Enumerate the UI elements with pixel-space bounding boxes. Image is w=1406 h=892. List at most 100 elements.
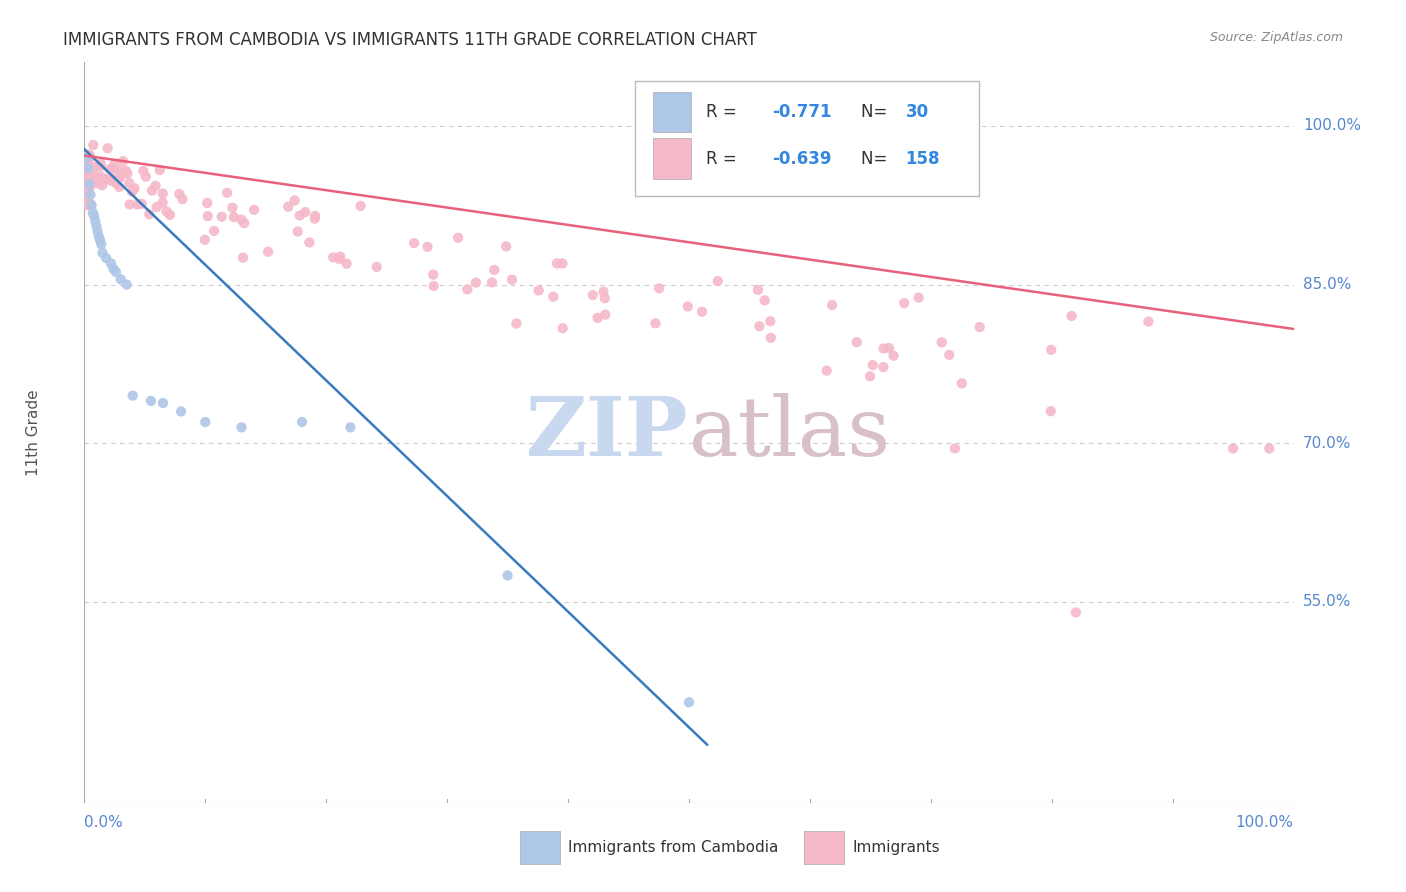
Point (1060, 309, 1083, 323)
Point (304, 211, 326, 226)
Point (233, 216, 256, 230)
Point (108, 180, 131, 194)
Point (194, 415, 217, 429)
Point (82, 169, 104, 183)
Text: Immigrants from Cambodia: Immigrants from Cambodia (568, 839, 779, 855)
Point (859, 369, 882, 384)
Point (90, 237, 112, 252)
Point (690, 304, 713, 318)
Point (76, 198, 98, 212)
Point (75, 155, 97, 169)
Point (676, 300, 699, 314)
Point (291, 415, 314, 429)
Point (907, 291, 929, 305)
Point (141, 184, 163, 198)
Point (76, 173, 98, 187)
Point (706, 274, 728, 288)
Point (464, 276, 486, 290)
Bar (804, 831, 844, 863)
Point (366, 260, 388, 274)
Point (124, 181, 146, 195)
Point (882, 349, 904, 363)
Point (678, 695, 700, 709)
Point (103, 171, 125, 186)
Point (138, 207, 160, 221)
Point (862, 358, 884, 372)
Point (79, 196, 101, 211)
Point (551, 256, 574, 270)
Text: atlas: atlas (689, 392, 891, 473)
Point (221, 201, 243, 215)
Point (349, 199, 371, 213)
Point (79, 152, 101, 166)
Point (304, 209, 326, 223)
Point (586, 310, 609, 325)
Point (501, 273, 523, 287)
Point (231, 212, 253, 227)
Point (84, 160, 107, 174)
Point (231, 420, 253, 434)
Bar (652, 92, 692, 132)
Point (90, 156, 112, 170)
Point (593, 291, 616, 305)
Point (86, 225, 108, 239)
Point (115, 277, 138, 292)
Point (287, 225, 309, 239)
Point (232, 251, 254, 265)
Point (76, 185, 98, 199)
Text: Immigrants: Immigrants (852, 839, 939, 855)
Point (422, 279, 444, 293)
Point (747, 283, 769, 297)
Bar (652, 138, 692, 179)
Point (77, 147, 100, 161)
Text: -0.639: -0.639 (772, 150, 832, 168)
Point (595, 308, 617, 322)
Point (159, 208, 181, 222)
Text: Source: ZipAtlas.com: Source: ZipAtlas.com (1209, 31, 1343, 45)
Text: R =: R = (706, 150, 742, 168)
Point (121, 185, 143, 199)
Point (404, 236, 426, 251)
Text: 11th Grade: 11th Grade (27, 389, 41, 476)
Point (110, 272, 132, 286)
Point (821, 298, 844, 312)
Point (118, 197, 141, 211)
Point (87, 175, 110, 189)
Point (1258, 442, 1281, 456)
Point (96, 172, 118, 186)
Point (121, 389, 143, 403)
Point (527, 284, 550, 298)
Point (115, 164, 138, 178)
Point (950, 376, 973, 391)
Point (103, 161, 125, 176)
Point (211, 210, 233, 224)
Point (943, 442, 966, 456)
Point (484, 263, 506, 277)
Point (76, 194, 98, 209)
Point (98, 162, 121, 177)
Point (969, 320, 991, 334)
Text: N=: N= (860, 103, 893, 121)
Point (339, 420, 361, 434)
Point (298, 235, 321, 250)
Point (1064, 606, 1087, 620)
Point (91, 245, 114, 260)
Point (152, 195, 174, 210)
Point (447, 231, 470, 245)
Point (495, 239, 517, 253)
Point (127, 197, 149, 211)
Point (149, 163, 172, 178)
Point (543, 290, 565, 304)
Point (108, 170, 131, 185)
Point (422, 268, 444, 282)
Point (117, 167, 139, 181)
Point (76, 181, 98, 195)
Point (197, 209, 219, 223)
Point (75, 163, 97, 178)
Point (194, 233, 217, 247)
Point (1137, 315, 1160, 329)
Point (80, 198, 103, 212)
Point (759, 331, 782, 345)
Point (815, 364, 838, 378)
Point (97, 141, 120, 155)
